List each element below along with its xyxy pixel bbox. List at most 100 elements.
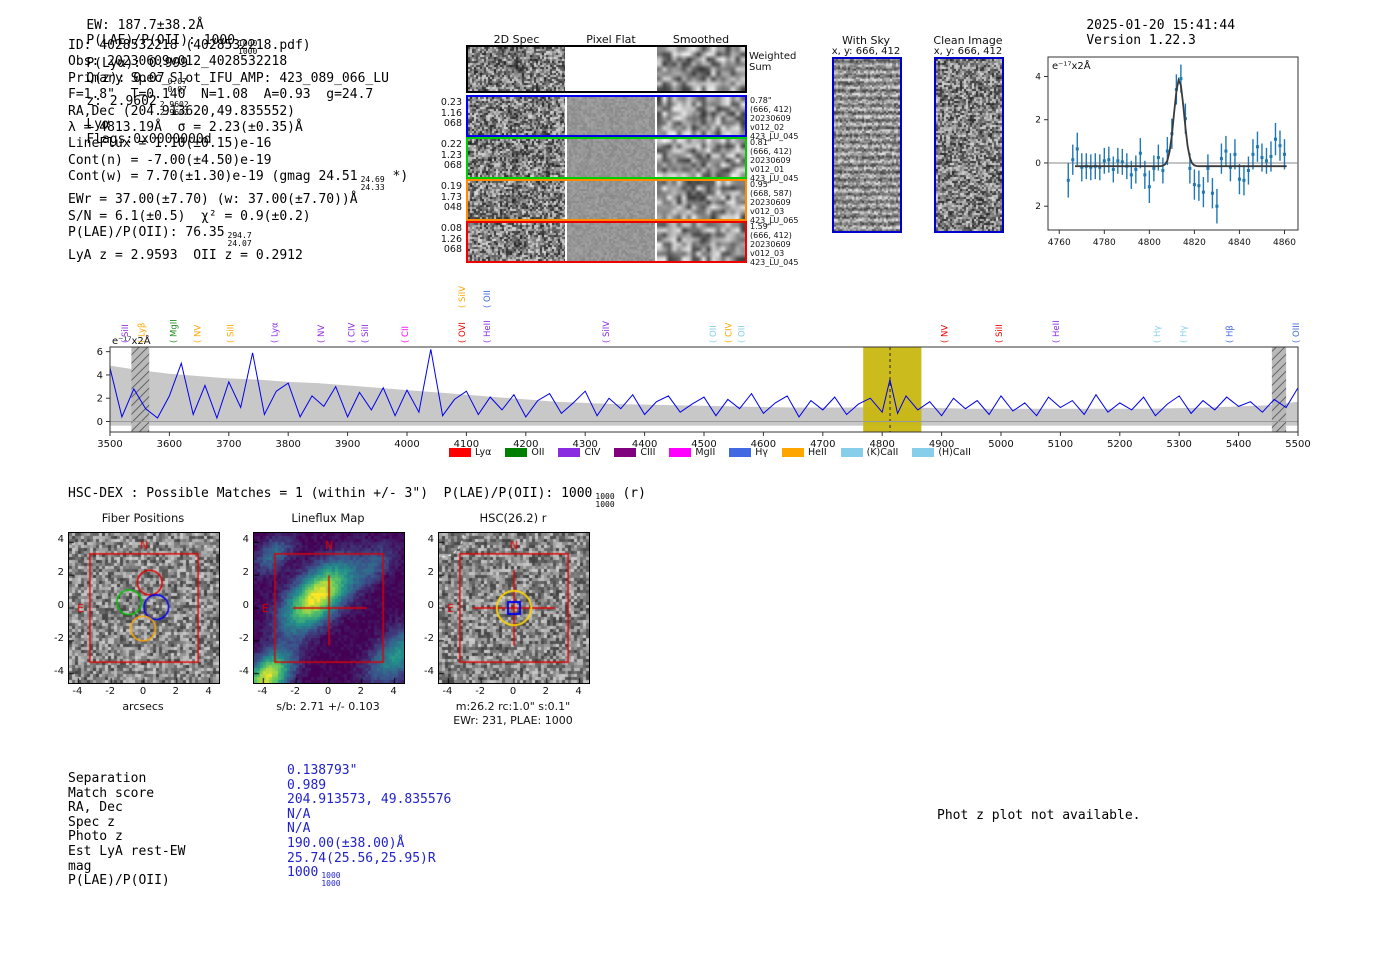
- clean-image-coords: x, y: 666, 412: [933, 46, 1003, 57]
- text-segment: *): [384, 169, 409, 185]
- photz-note: Phot z plot not available.: [937, 808, 1141, 823]
- spectral-line-label: ( OII: [709, 325, 719, 343]
- text-segment: Obs: 20230609v012_4028532218: [68, 54, 288, 70]
- cutout-ytick: 0: [427, 600, 434, 611]
- spectral-line-label: ( Hβ: [1226, 325, 1236, 343]
- weighted-sum-label: Weighted Sum: [749, 51, 797, 73]
- pixel-flat-image: [567, 97, 655, 135]
- match-table-row: Est LyA rest-EW 190.00(±38.00)Å: [68, 836, 451, 860]
- cutout-ytick: -2: [424, 632, 434, 644]
- text-segment: P(LAE)/P(OII): 76.35: [68, 225, 225, 241]
- cutout-image-hsc: [438, 532, 590, 684]
- col-header-pixelflat: Pixel Flat: [586, 33, 636, 46]
- legend-swatch: [729, 448, 752, 457]
- svg-text:4860: 4860: [1273, 238, 1296, 248]
- clean-image: [934, 57, 1004, 233]
- svg-text:5400: 5400: [1226, 439, 1251, 450]
- info-line-9: Cont(w) = 7.70(±1.30)e-19 (gmag 24.51 24.…: [68, 169, 408, 192]
- hsc-dex-match-line: HSC-DEX : Possible Matches = 1 (within +…: [68, 486, 646, 509]
- legend-label: OII: [531, 447, 545, 458]
- fiber-row-meta: 1.59" (666, 412) 20230609 v012_03 423_LU_045: [750, 222, 799, 267]
- z-range: 2.9602 2.9602: [159, 100, 189, 117]
- svg-text:5000: 5000: [988, 439, 1013, 450]
- spectral-line-label: ( SiIV: [458, 286, 468, 308]
- spectral-line-label: ( NV: [941, 325, 951, 343]
- svg-text:3500: 3500: [97, 439, 122, 450]
- stacked-fraction: 1000 1000: [595, 492, 615, 509]
- fiber-row-weights: 0.22 1.23 068: [440, 139, 462, 171]
- text-segment: 190.00(±38.00)Å: [287, 835, 405, 851]
- text-segment: Primary Spec_Slot_IFU_AMP: 423_089_066_L…: [68, 70, 389, 86]
- with-sky-image: [832, 57, 902, 233]
- svg-text:2: 2: [1035, 116, 1041, 126]
- cutout-ytick: 2: [242, 567, 249, 579]
- match-table-row: Photo z N/A: [68, 822, 451, 845]
- match-field-label: P(LAE)/P(OII): [68, 873, 170, 889]
- pixel-flat-image: [567, 223, 655, 261]
- stacked-fraction: 24.69 24.33: [360, 175, 385, 193]
- text-segment: LineFlux = 1.10(±0.15)e-16: [68, 136, 272, 152]
- svg-text:4820: 4820: [1183, 238, 1206, 248]
- svg-text:3800: 3800: [275, 439, 300, 450]
- match-field-value: 0.989: [287, 777, 327, 794]
- spec2d-image: [468, 97, 565, 135]
- cutout-ytick: -4: [54, 665, 64, 677]
- svg-text:4700: 4700: [810, 439, 835, 450]
- spectrum-legend: Lyα OII CIV CIII MgII Hγ HeII (K)CaII (H)CaII: [430, 447, 990, 458]
- text-segment: Cont(w) = 7.70(±1.30)e-19 (gmag 24.51: [68, 169, 358, 185]
- spectral-line-label: ( SiIV: [602, 321, 612, 343]
- cutout-ytick: -4: [424, 665, 434, 677]
- spec2d-image: [468, 223, 565, 261]
- plae-poii-value: P(LAE)/P(OII): 1000: [86, 33, 236, 48]
- spectral-line-label: ( SiII: [995, 324, 1005, 343]
- text-segment: (r): [614, 486, 646, 501]
- info-line-1: ID: 4028532218 (4028532218.pdf): [68, 38, 408, 54]
- text-segment: 0.989: [287, 777, 327, 793]
- spectral-line-label: ( SiII: [227, 324, 237, 343]
- qz-range: 0.07 0.07: [167, 77, 187, 94]
- svg-text:4100: 4100: [454, 439, 479, 450]
- text-segment: ID: 4028532218 (4028532218.pdf): [68, 38, 311, 53]
- cutout-caption-hsc: m:26.2 rc:1.0" s:0.1": [455, 700, 571, 713]
- pixel-flat-image: [567, 47, 655, 91]
- match-table-row: Match score 0.989: [68, 778, 451, 802]
- legend-label: Lyα: [475, 447, 492, 458]
- legend-item: MgII: [669, 447, 715, 458]
- report-header-meta: 2025-01-20 15:41:44 Version 1.22.3: [1055, 3, 1251, 63]
- smoothed-image: [657, 181, 745, 219]
- detection-info-block: ID: 4028532218 (4028532218.pdf) Obs: 2023…: [68, 38, 408, 264]
- cutout-xtick: 0: [324, 686, 332, 697]
- spectral-line-label: ( NV: [193, 325, 203, 343]
- cutout-ytick: 4: [57, 534, 64, 546]
- match-field-value: 25.74(25.56,25.95)R: [287, 851, 436, 867]
- cutout-ytick: -2: [239, 632, 249, 644]
- cutout-xtick: 2: [542, 686, 549, 697]
- stacked-fraction: 1000 1000: [321, 871, 341, 889]
- match-field-value: 190.00(±38.00)Å: [287, 835, 405, 852]
- text-segment: N/A: [287, 806, 311, 822]
- svg-text:4800: 4800: [1138, 238, 1161, 248]
- info-line-13: LyA z = 2.9593 OII z = 0.2912: [68, 248, 408, 264]
- legend-item: CIII: [614, 447, 655, 458]
- full-spectrum-plot: 3500 3600 3700 3800 3900 4000 4100 4200 4300 4400…: [97, 286, 1311, 450]
- legend-swatch: [558, 448, 581, 457]
- spec2d-image: [468, 181, 565, 219]
- text-segment: EWr = 37.00(±7.70) (w: 37.00(±7.70))Å: [68, 192, 358, 208]
- pixel-flat-image: [567, 181, 655, 219]
- fiber-row-meta: 0.78" (666, 412) 20230609 v012_02 423_LU_045: [750, 96, 799, 141]
- info-line-8: Cont(n) = -7.00(±4.50)e-19: [68, 153, 408, 169]
- fiber-row-weights: 0.23 1.16 068: [440, 97, 462, 129]
- svg-text:4840: 4840: [1228, 238, 1251, 248]
- qz-value: Q(z): 0.07: [86, 71, 165, 86]
- svg-text:5100: 5100: [1048, 439, 1073, 450]
- svg-text:4760: 4760: [1048, 238, 1071, 248]
- legend-item: Hγ: [729, 447, 768, 458]
- legend-label: Hγ: [755, 447, 769, 458]
- match-field-value: 1000 1000 1000: [287, 865, 341, 889]
- with-sky-coords: x, y: 666, 412: [831, 46, 901, 57]
- cutout-xtick: -2: [290, 686, 301, 697]
- match-field-label: Separation: [68, 771, 147, 786]
- cutout-image-fiber: [68, 532, 220, 684]
- info-line-10: EWr = 37.00(±7.70) (w: 37.00(±7.70))Å: [68, 192, 408, 208]
